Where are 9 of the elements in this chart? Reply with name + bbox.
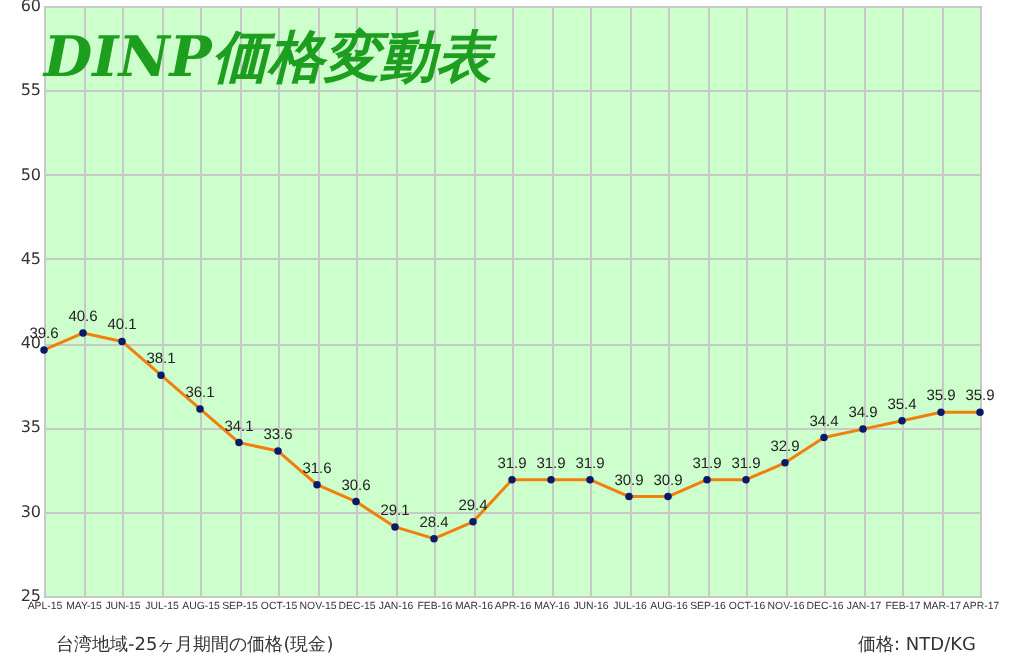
y-tick-label: 55: [20, 81, 41, 100]
y-tick-label: 45: [20, 249, 41, 268]
y-tick-label: 35: [20, 418, 41, 437]
text: 価格: NTD/KG: [858, 633, 976, 658]
y-tick-label: 50: [20, 165, 41, 184]
chart-title: DINP価格変動表: [41, 24, 498, 90]
text: 台湾地域-25ヶ月期間の価格(現金): [56, 633, 334, 658]
y-tick-label: 40: [20, 334, 41, 353]
y-tick-label: 30: [20, 502, 41, 521]
